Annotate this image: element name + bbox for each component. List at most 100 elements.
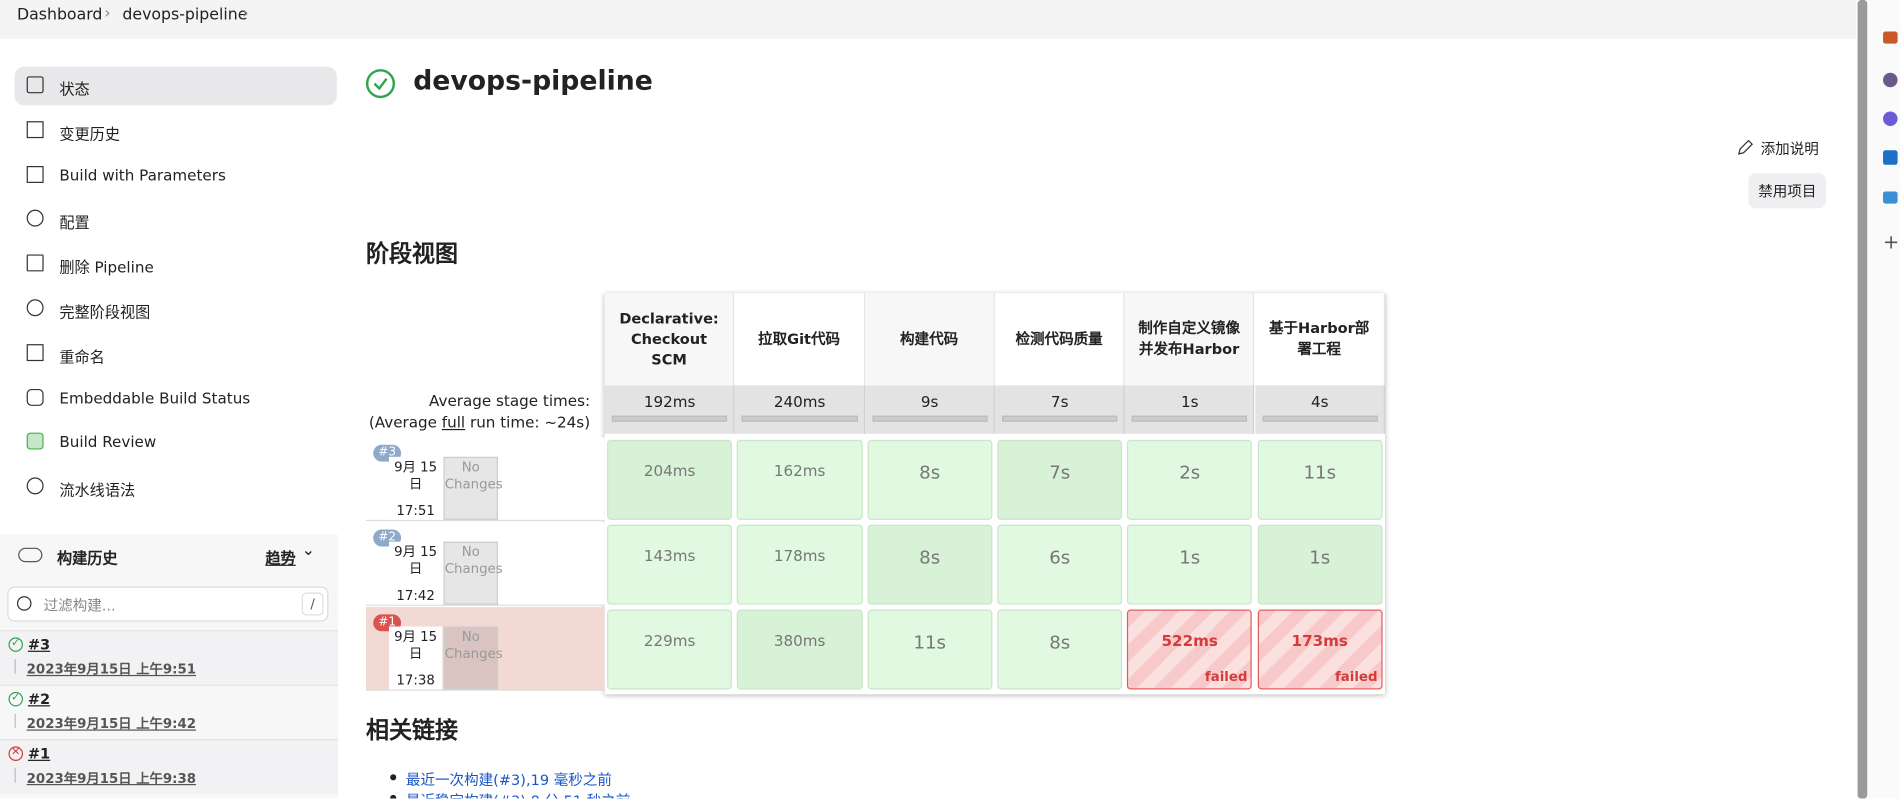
build-number[interactable]: #1 — [27, 745, 51, 763]
trend-link[interactable]: 趋势 — [265, 548, 296, 568]
breadcrumb-link[interactable]: devops-pipeline — [122, 6, 248, 25]
stage-avg: 192ms — [643, 392, 696, 411]
stage-time: 522ms — [1161, 631, 1218, 650]
build-number[interactable]: #2 — [27, 690, 51, 708]
run-datebox — [388, 541, 443, 605]
build-date[interactable]: 2023年9月15日 上午9:38 — [26, 770, 197, 787]
stage-cell[interactable] — [997, 524, 1123, 605]
menu-icon — [26, 210, 44, 228]
filter-placeholder: 过滤构建... — [43, 597, 116, 615]
menu-item[interactable]: Build with Parameters — [59, 165, 226, 184]
build-date[interactable]: 2023年9月15日 上午9:42 — [26, 716, 197, 732]
icon[interactable] — [1883, 31, 1898, 44]
related-link[interactable]: 最近一次构建(#3),19 毫秒之前 — [405, 771, 612, 789]
progress-track — [871, 415, 988, 422]
menu-icon — [26, 343, 44, 361]
icon[interactable]: + — [1883, 230, 1900, 254]
stage-cell[interactable] — [867, 609, 993, 690]
stage-cell[interactable] — [1127, 609, 1253, 690]
stage-header: 制作自定义镜像并发布Harbor — [1124, 293, 1255, 386]
stage-time: 178ms — [773, 546, 826, 565]
icon[interactable] — [1883, 191, 1898, 204]
stage-avg: 9s — [920, 392, 939, 411]
stage-avg: 1s — [1180, 392, 1199, 411]
stage-cell[interactable] — [867, 439, 993, 520]
stage-header: 基于Harbor部署工程 — [1254, 293, 1385, 386]
progress-track — [1001, 415, 1118, 422]
stage-cell[interactable] — [997, 439, 1123, 520]
stage-cell[interactable] — [867, 524, 993, 605]
shortcut-key: / — [301, 592, 324, 616]
build-number[interactable]: #3 — [27, 636, 51, 654]
stage-time: 380ms — [773, 631, 826, 650]
check — [373, 78, 388, 91]
progress-track — [1262, 415, 1378, 422]
stage-time: 7s — [1049, 461, 1071, 484]
search-icon — [16, 596, 32, 611]
menu-item[interactable]: Embeddable Build Status — [59, 388, 251, 407]
disable-button[interactable]: 禁用项目 — [1748, 173, 1827, 209]
run-date: 9月 15 日 — [394, 544, 438, 577]
menu-item[interactable]: Build Review — [59, 433, 157, 452]
stage-time: 11s — [1303, 461, 1337, 484]
stage-cell[interactable] — [737, 609, 863, 690]
menu-item[interactable]: 状态 — [59, 79, 90, 99]
stage-cell[interactable] — [1127, 524, 1253, 605]
menu-icon — [26, 76, 44, 94]
active-bg — [14, 66, 337, 106]
stage-cell[interactable] — [607, 609, 733, 690]
avg-run-text: (Average — [368, 413, 442, 432]
pencil-icon — [1737, 139, 1754, 155]
icon[interactable] — [1883, 111, 1898, 127]
chevron: ⌄ — [301, 541, 315, 560]
filter-box[interactable] — [7, 586, 329, 622]
menu-item[interactable]: 完整阶段视图 — [59, 302, 151, 322]
stage-time: 204ms — [643, 461, 696, 480]
stage-cell[interactable] — [607, 439, 733, 520]
stage-cell[interactable] — [1257, 439, 1383, 520]
menu-icon — [26, 388, 44, 406]
menu-item[interactable]: 流水线语法 — [59, 481, 136, 500]
section-title: 阶段视图 — [365, 241, 459, 268]
avg-run-text: full — [441, 413, 466, 432]
stage-avg: 240ms — [773, 392, 826, 411]
menu-icon — [26, 165, 44, 183]
stage-avg-cell — [1124, 385, 1255, 434]
stage-time: 143ms — [643, 546, 696, 565]
progress-track — [611, 415, 728, 422]
menu-item[interactable]: 重命名 — [59, 347, 105, 366]
run-datebox — [388, 456, 443, 520]
breadcrumb-link[interactable]: Dashboard — [16, 6, 103, 25]
stage-cell[interactable] — [1127, 439, 1253, 520]
stage-cell[interactable] — [607, 524, 733, 605]
stage-cell[interactable] — [737, 439, 863, 520]
related-link[interactable]: 最近稳定构建(#3),8 分 51 秒之前 — [406, 790, 630, 798]
add-description[interactable]: 添加说明 — [1760, 140, 1819, 158]
run-changes: No Changes — [443, 626, 503, 690]
stage-time: 162ms — [773, 461, 826, 480]
icon[interactable] — [1883, 150, 1898, 165]
stage-avg-cell — [604, 385, 735, 434]
scrollbar[interactable] — [1857, 0, 1868, 799]
stage-time: 2s — [1179, 461, 1201, 484]
run-date: 9月 15 日 — [394, 628, 438, 662]
history-row — [0, 684, 339, 740]
history-row — [0, 630, 339, 685]
stage-time: 173ms — [1291, 631, 1348, 650]
progress-track — [741, 415, 858, 422]
stage-cell[interactable] — [1257, 609, 1383, 690]
stage-cell[interactable] — [737, 524, 863, 605]
menu-item[interactable]: 配置 — [59, 213, 90, 232]
run-datebox — [388, 626, 443, 690]
history-title: 构建历史 — [56, 548, 118, 568]
stage-time: 8s — [1049, 631, 1071, 654]
divider — [14, 713, 16, 729]
stage-cell[interactable] — [1257, 524, 1383, 605]
icon[interactable] — [1883, 72, 1898, 88]
stage-header: Declarative: Checkout SCM — [604, 293, 735, 386]
stage-avg-cell — [994, 385, 1125, 434]
menu-item[interactable]: 删除 Pipeline — [59, 258, 154, 277]
build-date[interactable]: 2023年9月15日 上午9:51 — [26, 661, 197, 678]
stage-cell[interactable] — [997, 609, 1123, 690]
menu-item[interactable]: 变更历史 — [59, 124, 120, 143]
